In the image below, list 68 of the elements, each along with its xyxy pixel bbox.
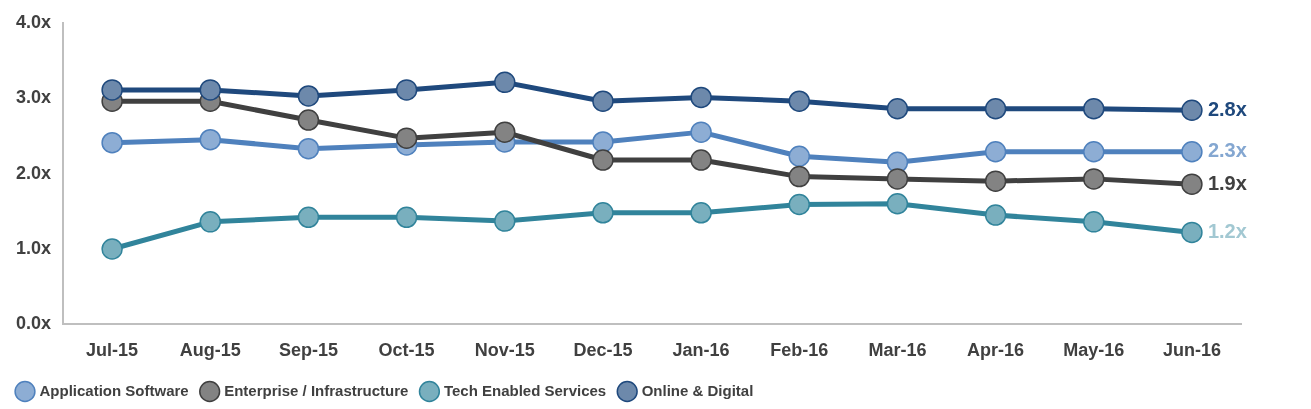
x-tick-label: Jun-16 (1162, 340, 1221, 361)
point (395, 127, 418, 149)
point (984, 98, 1007, 120)
legend-label: Enterprise / Infrastructure (224, 381, 409, 399)
x-tick-label: Nov-15 (474, 340, 535, 361)
point (690, 86, 712, 109)
point (886, 193, 909, 215)
y-tick-label: 1.0x (15, 237, 52, 258)
point (101, 79, 123, 101)
point (199, 211, 222, 233)
point (101, 131, 123, 154)
legend-label: Application Software (39, 381, 189, 399)
point (1181, 221, 1203, 244)
point (984, 140, 1007, 163)
point (1181, 140, 1203, 163)
point (886, 98, 909, 120)
legend-label: Tech Enabled Services (443, 381, 607, 399)
x-tick-label: Apr-16 (967, 340, 1025, 361)
x-tick-label: May-16 (1063, 340, 1125, 361)
point (690, 149, 712, 171)
data-label: 2.8x (1207, 97, 1247, 120)
legend-label: Online & Digital (641, 381, 754, 399)
y-tick-label: 0.0x (15, 313, 52, 334)
point (592, 202, 614, 224)
point (297, 85, 320, 107)
data-label: 2.3x (1207, 139, 1247, 162)
point (788, 193, 811, 216)
x-tick-label: Feb-16 (770, 340, 829, 361)
x-tick-label: Sep-15 (278, 340, 338, 361)
point (788, 165, 811, 188)
point (1083, 211, 1105, 233)
point (199, 79, 222, 101)
point (690, 202, 712, 224)
point (297, 137, 320, 160)
point (886, 168, 909, 190)
point (788, 90, 811, 112)
point (395, 206, 418, 229)
data-label: 1.2x (1207, 219, 1247, 242)
point (494, 71, 516, 94)
point (199, 128, 222, 151)
point (788, 145, 811, 168)
point (101, 238, 123, 260)
point (297, 206, 320, 229)
point (690, 121, 712, 143)
point (592, 131, 614, 153)
point (592, 149, 614, 171)
x-tick-label: Jan-16 (672, 340, 730, 361)
point (395, 79, 418, 101)
x-tick-label: Oct-15 (378, 340, 435, 361)
data-label: 1.9x (1207, 171, 1247, 194)
x-tick-label: Mar-16 (868, 340, 927, 361)
point (984, 204, 1007, 226)
point (1083, 168, 1105, 190)
point (592, 90, 614, 112)
point (1181, 99, 1203, 122)
y-tick-label: 3.0x (15, 87, 52, 108)
y-tick-label: 2.0x (15, 162, 52, 183)
point (1083, 140, 1105, 163)
x-tick-label: Aug-15 (179, 340, 241, 361)
point (1083, 98, 1105, 120)
point (494, 210, 516, 232)
x-tick-label: Jul-15 (86, 340, 139, 361)
point (1181, 173, 1203, 195)
point (297, 109, 320, 131)
point (984, 170, 1007, 192)
point (494, 121, 516, 143)
x-tick-label: Dec-15 (573, 340, 633, 361)
y-tick-label: 4.0x (15, 11, 52, 32)
